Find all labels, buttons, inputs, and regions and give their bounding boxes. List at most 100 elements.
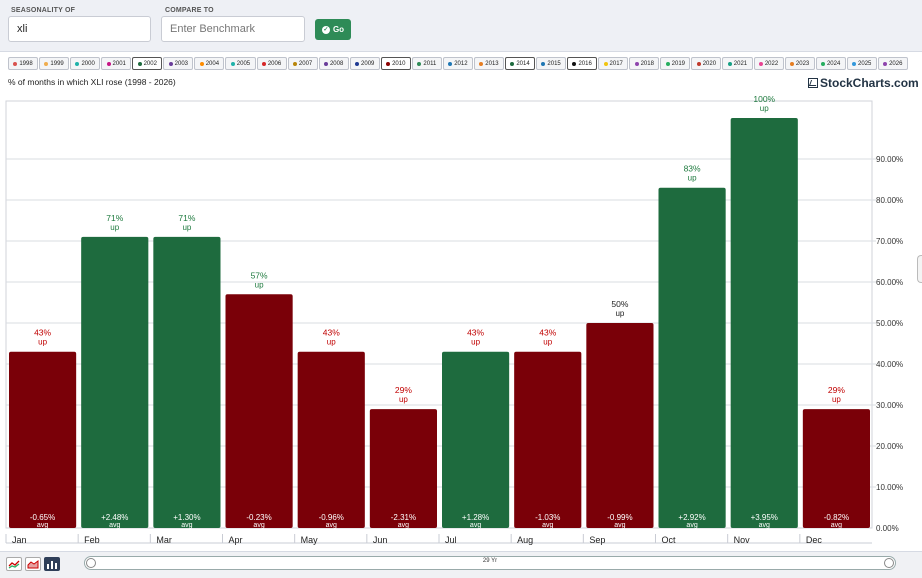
year-toggle-2022[interactable]: 2022 [753,57,784,70]
year-color-dot [572,61,577,66]
year-toggle-2019[interactable]: 2019 [660,57,691,70]
year-selector: 1998 1999 2000 2001 2002 2003 2004 2005 2006 2007… [8,57,908,70]
year-label: 2017 [609,60,623,67]
year-label: 2003 [174,60,189,67]
year-label: 2023 [795,60,810,67]
bar-nov[interactable] [730,118,798,528]
year-toggle-2013[interactable]: 2013 [473,57,504,70]
bar-apr[interactable] [225,294,293,528]
up-label: up [182,223,191,232]
bar-chart-icon[interactable] [44,557,60,571]
chart-subtitle: % of months in which XLI rose (1998 - 20… [8,77,176,87]
year-label: 2015 [547,60,561,67]
year-toggle-2016[interactable]: 2016 [567,57,598,70]
year-toggle-2025[interactable]: 2025 [846,57,877,70]
year-label: 2009 [361,60,375,67]
year-label: 2001 [112,60,126,67]
up-label: up [255,280,264,289]
symbol-input[interactable] [8,16,151,42]
year-toggle-2001[interactable]: 2001 [101,57,132,70]
year-toggle-2024[interactable]: 2024 [815,57,846,70]
year-toggle-2017[interactable]: 2017 [598,57,629,70]
y-tick-label: 10.00% [876,483,903,492]
percent-label: 43% [467,328,484,338]
year-toggle-2012[interactable]: 2012 [442,57,473,70]
year-label: 2014 [516,60,530,67]
year-toggle-2020[interactable]: 2020 [691,57,722,70]
year-label: 1998 [19,60,33,67]
benchmark-input[interactable] [161,16,305,42]
year-toggle-2011[interactable]: 2011 [411,57,442,70]
compare-label: COMPARE TO [165,7,214,14]
percent-label: 50% [611,299,628,309]
go-button[interactable]: ✓ Go [315,19,351,40]
stockcharts-logo: StockCharts.com [808,76,919,90]
line-chart-icon[interactable] [6,557,22,571]
year-toggle-2021[interactable]: 2021 [722,57,753,70]
year-label: 1999 [50,60,64,67]
percent-label: 43% [34,328,51,338]
year-toggle-2007[interactable]: 2007 [287,57,318,70]
percent-label: 71% [106,213,123,223]
year-toggle-2018[interactable]: 2018 [629,57,660,70]
year-label: 2025 [858,60,872,67]
year-toggle-2003[interactable]: 2003 [163,57,194,70]
bar-jul[interactable] [442,351,510,528]
range-start-handle[interactable] [86,558,96,568]
year-toggle-2014[interactable]: 2014 [505,57,536,70]
bar-mar[interactable] [153,236,221,528]
year-label: 2006 [267,60,282,67]
year-label: 2020 [702,60,717,67]
year-toggle-2023[interactable]: 2023 [784,57,815,70]
year-toggle-2009[interactable]: 2009 [349,57,380,70]
y-tick-label: 20.00% [876,442,903,451]
year-toggle-2008[interactable]: 2008 [318,57,349,70]
bar-oct[interactable] [658,187,726,528]
controls-bar: SEASONALITY OF COMPARE TO ✓ Go [0,0,922,52]
seasonality-label: SEASONALITY OF [11,7,76,14]
year-toggle-2015[interactable]: 2015 [536,57,567,70]
bar-jan[interactable] [9,351,77,528]
month-label: Mar [156,535,172,545]
side-panel-handle[interactable] [917,255,922,283]
year-label: 2002 [143,60,157,67]
bar-aug[interactable] [514,351,582,528]
bar-may[interactable] [297,351,365,528]
year-color-dot [261,61,266,66]
y-tick-label: 50.00% [876,319,903,328]
year-color-dot [13,61,18,66]
year-toggle-2026[interactable]: 2026 [877,57,908,70]
year-color-dot [106,61,111,66]
up-label: up [38,338,47,347]
chart-logo-icon [808,78,818,88]
year-toggle-2004[interactable]: 2004 [194,57,225,70]
year-color-dot [323,61,328,66]
year-toggle-1998[interactable]: 1998 [8,57,39,70]
bar-feb[interactable] [81,236,149,528]
range-scrollbar[interactable]: 29 Yr [84,556,896,570]
year-color-dot [634,61,639,66]
year-toggle-2010[interactable]: 2010 [380,57,411,70]
year-color-dot [448,61,453,66]
year-toggle-1999[interactable]: 1999 [39,57,70,70]
month-label: Jan [12,535,27,545]
y-tick-label: 0.00% [876,524,899,533]
percent-label: 71% [178,213,195,223]
month-label: Oct [662,535,677,545]
year-toggle-2005[interactable]: 2005 [225,57,256,70]
up-label: up [688,174,697,183]
year-label: 2013 [485,60,499,67]
percent-label: 43% [323,328,340,338]
bar-sep[interactable] [586,323,654,528]
area-chart-icon[interactable] [25,557,41,571]
year-toggle-2006[interactable]: 2006 [256,57,287,70]
bar-dec[interactable] [802,409,870,528]
range-end-handle[interactable] [884,558,894,568]
bar-jun[interactable] [369,409,437,528]
year-toggle-2002[interactable]: 2002 [132,57,163,70]
year-toggle-2000[interactable]: 2000 [70,57,101,70]
month-label: Nov [734,535,751,545]
year-label: 2012 [454,60,468,67]
y-tick-label: 80.00% [876,196,903,205]
year-color-dot [696,61,701,66]
